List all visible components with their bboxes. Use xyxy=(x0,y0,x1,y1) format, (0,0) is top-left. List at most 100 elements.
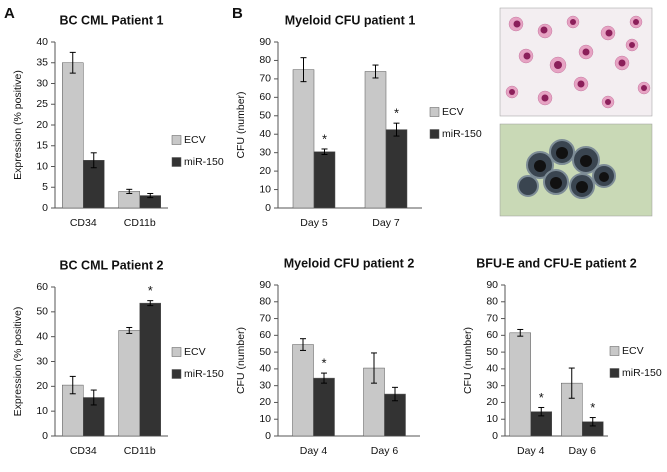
error-bar xyxy=(589,417,596,427)
y-tick-label: 0 xyxy=(492,430,498,442)
y-tick-label: 90 xyxy=(259,279,271,291)
y-tick-label: 40 xyxy=(36,330,48,342)
legend-label: ECV xyxy=(184,134,206,146)
y-tick-label: 90 xyxy=(486,279,498,291)
micrograph-bottom xyxy=(499,123,653,217)
error-bar xyxy=(126,326,133,334)
x-tick-label: CD11b xyxy=(124,445,156,457)
legend-swatch xyxy=(171,369,182,379)
bar xyxy=(292,69,315,209)
bar xyxy=(313,377,335,437)
y-tick-label: 70 xyxy=(259,73,271,85)
y-tick-label: 30 xyxy=(486,379,498,391)
panel-label: A xyxy=(4,5,15,22)
error-bar xyxy=(372,64,379,79)
error-bar xyxy=(90,389,97,406)
y-tick-label: 40 xyxy=(259,128,271,140)
significance-mark: * xyxy=(394,106,399,121)
y-tick-label: 60 xyxy=(36,281,48,293)
chart-title: Myeloid CFU patient 2 xyxy=(284,256,415,270)
bar xyxy=(139,302,161,437)
micrograph-top xyxy=(499,7,653,117)
legend-swatch xyxy=(609,346,620,356)
y-axis-label: CFU (number) xyxy=(462,327,474,394)
error-bar xyxy=(393,122,400,137)
legend-label: miR-150 xyxy=(184,156,224,168)
bar xyxy=(292,344,314,437)
error-bar xyxy=(371,352,377,384)
legend-label: ECV xyxy=(442,106,464,118)
error-bar xyxy=(300,338,306,351)
chart-title: BC CML Patient 1 xyxy=(60,13,164,27)
legend-label: miR-150 xyxy=(622,367,662,379)
error-bar xyxy=(568,367,575,399)
y-tick-label: 10 xyxy=(259,413,271,425)
y-tick-label: 80 xyxy=(259,54,271,66)
x-tick-label: CD11b xyxy=(124,217,156,229)
chart-title: BFU-E and CFU-E patient 2 xyxy=(476,256,636,270)
y-tick-label: 80 xyxy=(259,296,271,308)
bar xyxy=(118,330,140,437)
y-tick-label: 80 xyxy=(486,296,498,308)
y-tick-label: 20 xyxy=(36,119,48,131)
legend-swatch xyxy=(609,368,620,378)
bar xyxy=(313,151,336,209)
y-axis-label: CFU (number) xyxy=(235,327,247,394)
y-tick-label: 10 xyxy=(259,183,271,195)
y-tick-label: 15 xyxy=(36,140,48,152)
y-tick-label: 20 xyxy=(36,380,48,392)
y-tick-label: 0 xyxy=(265,202,271,214)
error-bar xyxy=(147,300,154,307)
significance-mark: * xyxy=(321,356,326,371)
y-tick-label: 60 xyxy=(259,91,271,103)
y-tick-label: 40 xyxy=(486,363,498,375)
y-tick-label: 50 xyxy=(259,346,271,358)
chart-title: BC CML Patient 2 xyxy=(60,258,164,272)
x-tick-label: Day 6 xyxy=(371,445,399,457)
significance-mark: * xyxy=(148,283,153,298)
error-bar xyxy=(517,328,524,337)
y-tick-label: 30 xyxy=(259,146,271,158)
y-tick-label: 35 xyxy=(36,57,48,69)
error-bar xyxy=(126,188,133,194)
x-tick-label: CD34 xyxy=(70,217,97,229)
y-tick-label: 0 xyxy=(42,430,48,442)
legend-swatch xyxy=(429,129,440,139)
x-tick-label: Day 4 xyxy=(300,445,328,457)
x-tick-label: Day 4 xyxy=(517,445,545,457)
y-axis-label: Expression (% positive) xyxy=(12,307,24,417)
y-tick-label: 70 xyxy=(486,312,498,324)
y-tick-label: 50 xyxy=(486,346,498,358)
legend-swatch xyxy=(429,107,440,117)
y-tick-label: 70 xyxy=(259,312,271,324)
x-tick-label: Day 6 xyxy=(569,445,597,457)
chart-title: Myeloid CFU patient 1 xyxy=(285,13,416,27)
y-tick-label: 10 xyxy=(486,413,498,425)
legend-label: miR-150 xyxy=(442,128,482,140)
y-tick-label: 20 xyxy=(486,396,498,408)
y-tick-label: 50 xyxy=(259,110,271,122)
error-bar xyxy=(321,148,328,156)
bar xyxy=(62,62,84,209)
y-tick-label: 30 xyxy=(36,355,48,367)
y-tick-label: 0 xyxy=(265,430,271,442)
y-tick-label: 5 xyxy=(42,181,48,193)
y-tick-label: 60 xyxy=(259,329,271,341)
legend-swatch xyxy=(171,347,182,357)
legend-label: miR-150 xyxy=(184,368,224,380)
panel-label: B xyxy=(232,5,243,22)
y-tick-label: 10 xyxy=(36,405,48,417)
y-tick-label: 40 xyxy=(259,363,271,375)
y-tick-label: 30 xyxy=(36,77,48,89)
y-tick-label: 90 xyxy=(259,36,271,48)
error-bar xyxy=(69,51,76,74)
legend-swatch xyxy=(171,135,182,145)
x-tick-label: Day 5 xyxy=(300,217,328,229)
legend-swatch xyxy=(171,157,182,167)
y-tick-label: 25 xyxy=(36,98,48,110)
error-bar xyxy=(147,192,154,199)
error-bar xyxy=(90,152,97,169)
error-bar xyxy=(321,372,327,384)
x-tick-label: CD34 xyxy=(70,445,97,457)
y-tick-label: 30 xyxy=(259,379,271,391)
